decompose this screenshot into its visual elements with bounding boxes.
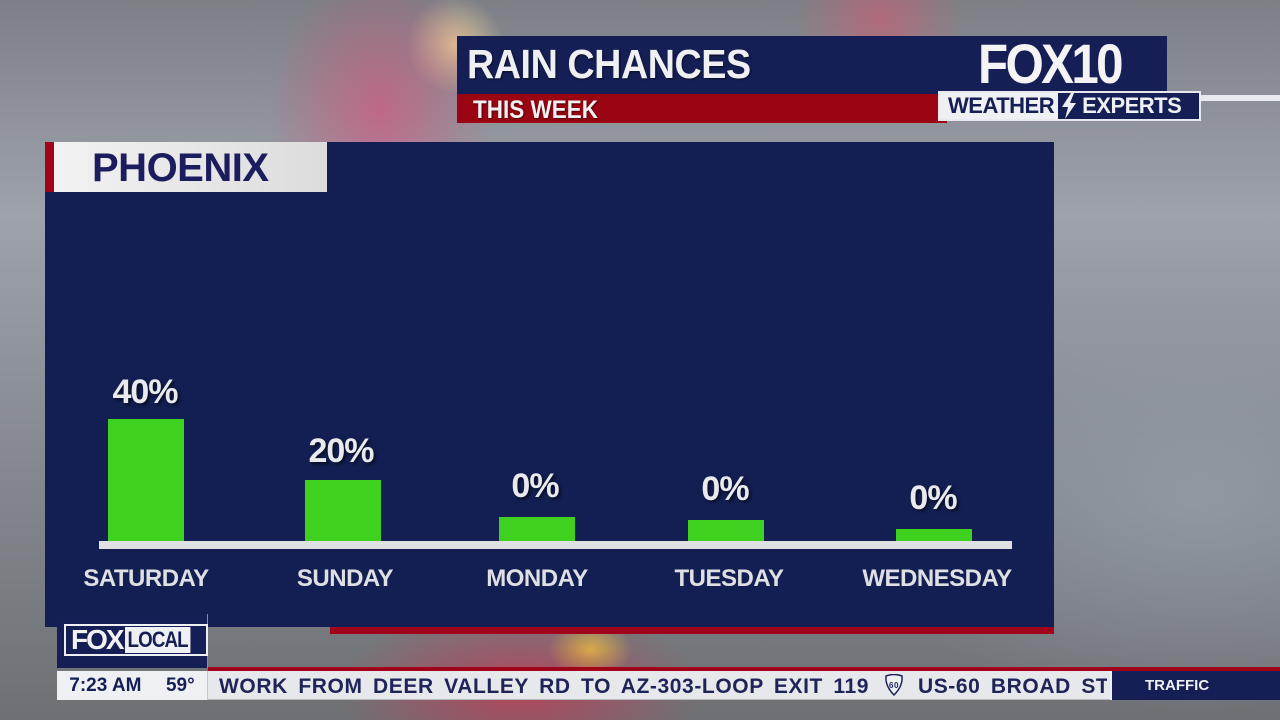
fox-local-local-text: LOCAL	[124, 627, 190, 653]
current-time: 7:23 AM	[69, 674, 142, 696]
divider-line	[1201, 95, 1280, 101]
subtitle-banner: THIS WEEK	[457, 94, 947, 124]
ticker-section-traffic: TRAFFIC	[1110, 671, 1280, 700]
fox-local-fox-text: FOX	[71, 624, 125, 655]
fox-local-wordmark: FOX LOCAL	[64, 624, 209, 656]
ticker-segment-2: US-60 BROAD ST E/	[917, 675, 1107, 698]
time-temp-box: 7:23 AM 59°	[57, 671, 208, 700]
graphic-subtitle: THIS WEEK	[473, 96, 599, 124]
ticker-accent-line	[208, 667, 1110, 671]
badge-experts-text: EXPERTS	[1082, 93, 1182, 118]
city-name: PHOENIX	[92, 146, 269, 190]
graphic-title: RAIN CHANCES	[467, 41, 751, 87]
fox10-logo: FOX10	[978, 32, 1124, 95]
city-tag: PHOENIX	[45, 142, 327, 192]
fox-local-logo: FOX LOCAL	[57, 614, 209, 668]
weather-experts-badge: WEATHER EXPERTS	[938, 91, 1201, 121]
svg-text:60: 60	[888, 681, 898, 690]
ticker-text: WORK FROM DEER VALLEY RD TO AZ-303-LOOP …	[219, 674, 1107, 699]
title-banner: RAIN CHANCES	[457, 36, 1167, 94]
panel-accent-line	[330, 627, 1054, 634]
ticker-segment-1: WORK FROM DEER VALLEY RD TO AZ-303-LOOP …	[219, 675, 870, 698]
news-ticker: 7:23 AM 59° WORK FROM DEER VALLEY RD TO …	[57, 671, 1110, 700]
us-route-shield-icon: 60	[884, 674, 904, 697]
chart-panel	[45, 142, 1054, 627]
current-temperature: 59°	[165, 674, 195, 696]
badge-weather-text: WEATHER	[940, 93, 1059, 119]
traffic-accent-line	[1110, 667, 1280, 671]
lightning-bolt-icon	[1058, 93, 1080, 119]
